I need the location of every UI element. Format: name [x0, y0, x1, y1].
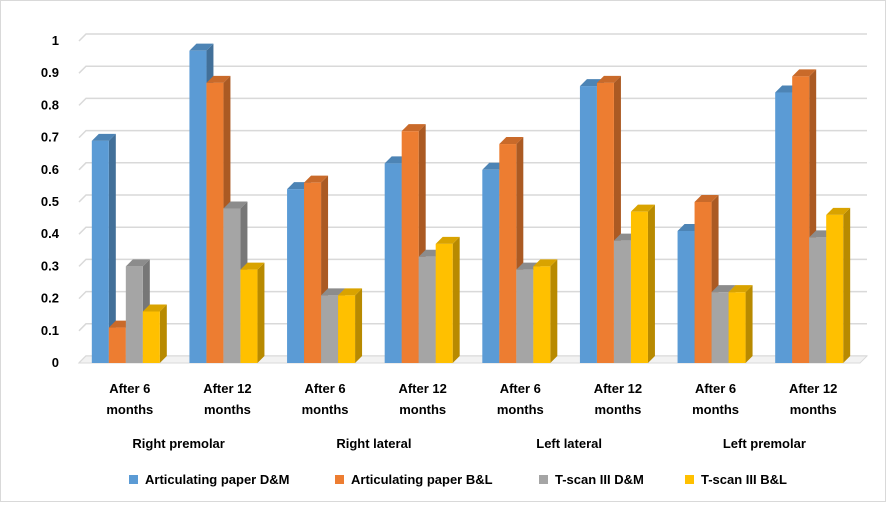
bar [728, 285, 753, 363]
legend-swatch [539, 475, 548, 484]
bar [142, 304, 167, 363]
x-tick-label: months [106, 402, 153, 417]
legend-swatch [685, 475, 694, 484]
gridline [78, 33, 867, 42]
y-axis: 0 0.1 0.2 0.3 0.4 0.5 0.6 0.7 0.8 0.9 1 [41, 33, 60, 370]
bar [91, 133, 116, 363]
y-tick-label: 0 [52, 355, 59, 370]
group-label: Left lateral [536, 436, 602, 451]
legend-label: Articulating paper B&L [351, 472, 493, 487]
x-tick-label: months [692, 402, 739, 417]
y-tick-label: 1 [52, 33, 59, 48]
group-label: Right lateral [336, 436, 411, 451]
x-tick-label: After 6 [109, 381, 150, 396]
x-axis: After 6 months After 12 months After 6 months… [106, 381, 837, 451]
y-tick-label: 0.9 [41, 65, 59, 80]
y-tick-label: 0.5 [41, 194, 59, 209]
y-tick-label: 0.2 [41, 291, 59, 306]
x-tick-label: After 12 [789, 381, 837, 396]
x-tick-label: After 12 [594, 381, 642, 396]
x-tick-label: months [497, 402, 544, 417]
legend: Articulating paper D&M Articulating paper… [129, 472, 787, 487]
bars [91, 43, 851, 364]
x-tick-label: After 12 [203, 381, 251, 396]
legend-entry: T-scan III B&L [685, 472, 787, 487]
y-tick-label: 0.1 [41, 323, 59, 338]
bar [240, 262, 265, 363]
bar [338, 288, 363, 363]
y-tick-label: 0.8 [41, 97, 59, 112]
x-tick-label: months [204, 402, 251, 417]
y-tick-label: 0.4 [41, 226, 60, 241]
bar [533, 259, 558, 363]
legend-entry: T-scan III D&M [539, 472, 644, 487]
legend-label: T-scan III D&M [555, 472, 644, 487]
legend-label: Articulating paper D&M [145, 472, 289, 487]
bar [435, 236, 460, 363]
legend-label: T-scan III B&L [701, 472, 787, 487]
x-tick-label: months [399, 402, 446, 417]
x-tick-label: After 12 [398, 381, 446, 396]
bar [630, 204, 655, 363]
x-tick-label: After 6 [304, 381, 345, 396]
legend-entry: Articulating paper B&L [335, 472, 493, 487]
x-tick-label: months [594, 402, 641, 417]
x-tick-label: After 6 [500, 381, 541, 396]
legend-swatch [335, 475, 344, 484]
gridline [78, 65, 867, 74]
legend-entry: Articulating paper D&M [129, 472, 289, 487]
x-tick-label: months [790, 402, 837, 417]
bar [826, 207, 851, 363]
group-label: Right premolar [132, 436, 224, 451]
y-tick-label: 0.3 [41, 258, 59, 273]
y-tick-label: 0.6 [41, 162, 59, 177]
x-tick-label: months [302, 402, 349, 417]
y-tick-label: 0.7 [41, 130, 59, 145]
legend-swatch [129, 475, 138, 484]
x-tick-label: After 6 [695, 381, 736, 396]
group-label: Left premolar [723, 436, 806, 451]
